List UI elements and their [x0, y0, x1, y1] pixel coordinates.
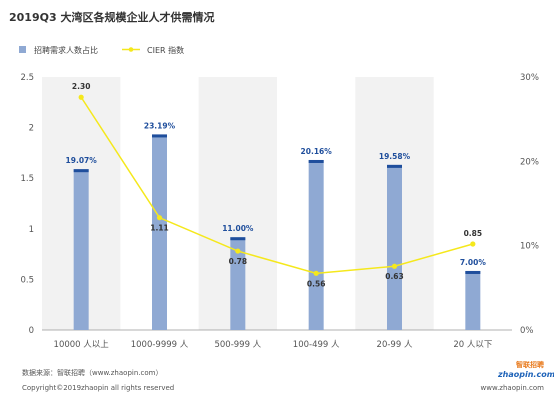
y-left-tick-label: 1: [29, 225, 34, 235]
bar: [152, 134, 167, 330]
cier-point: [235, 248, 241, 254]
y-right-tick-label: 10%: [520, 242, 539, 252]
y-right-tick-label: 30%: [520, 73, 539, 83]
y-left-tick-label: 2.5: [20, 73, 34, 83]
cier-data-label: 1.11: [150, 224, 169, 233]
cier-data-label: 0.63: [385, 272, 404, 281]
x-tick-label: 100-499 人: [293, 340, 340, 350]
bar-cap: [308, 159, 324, 163]
bar-data-label: 23.19%: [144, 121, 176, 130]
cier-data-label: 2.30: [72, 82, 91, 91]
y-left-tick-label: 0.5: [20, 275, 34, 285]
x-tick-label: 500-999 人: [214, 340, 261, 350]
bar: [387, 164, 402, 330]
bar-data-label: 20.16%: [301, 147, 333, 156]
cier-line: [80, 96, 474, 275]
data-source: 数据来源：智联招聘（www.zhaopin.com）: [22, 369, 163, 377]
y-left-tick-label: 2: [29, 124, 34, 134]
bar-data-label: 11.00%: [222, 224, 254, 233]
chart-title: 2019Q3 大湾区各规模企业人才供需情况: [9, 11, 215, 24]
bar-data-label: 19.58%: [379, 152, 411, 161]
cier-point: [470, 241, 476, 247]
legend-line-label: CIER 指数: [147, 45, 184, 55]
cier-data-label: 0.85: [464, 229, 483, 238]
logo-line2: zhaopin.com: [498, 370, 554, 379]
website-url[interactable]: www.zhaopin.com: [480, 384, 544, 392]
y-left-tick-label: 0: [29, 326, 34, 336]
bar-cap: [465, 270, 481, 274]
y-right-tick-label: 0%: [520, 326, 534, 336]
cier-data-label: 0.56: [307, 279, 326, 288]
bar: [73, 169, 89, 330]
bar: [230, 237, 246, 330]
bar-cap: [387, 164, 402, 168]
x-tick-label: 1000-9999 人: [131, 340, 189, 350]
bar-data-label: 19.07%: [66, 156, 98, 165]
y-left-tick-label: 1.5: [20, 174, 34, 184]
x-tick-label: 20 人以下: [453, 340, 493, 350]
x-tick-label: 10000 人以上: [54, 340, 110, 350]
bar-data-label: 7.00%: [460, 258, 487, 267]
zhaopin-logo: 智联招聘 zhaopin.com: [498, 361, 554, 379]
logo-line1: 智联招聘: [516, 361, 544, 369]
x-tick-label: 20-99 人: [377, 340, 413, 350]
cier-point: [78, 94, 84, 100]
y-right-tick-label: 20%: [520, 157, 539, 167]
bar-cap: [230, 237, 246, 241]
cier-point: [156, 215, 163, 221]
legend-bar-swatch: [19, 46, 26, 53]
bar-cap: [152, 134, 167, 138]
bar: [308, 159, 324, 330]
copyright-text: Copyright©2019zhaopin all rights reserve…: [22, 384, 175, 392]
cier-data-label: 0.78: [229, 257, 248, 266]
bar: [465, 270, 481, 330]
legend-line-marker: [128, 47, 134, 52]
bar-cap: [73, 169, 89, 173]
cier-point: [313, 270, 319, 276]
legend-bar-label: 招聘需求人数占比: [34, 45, 98, 55]
cier-point: [391, 263, 398, 269]
